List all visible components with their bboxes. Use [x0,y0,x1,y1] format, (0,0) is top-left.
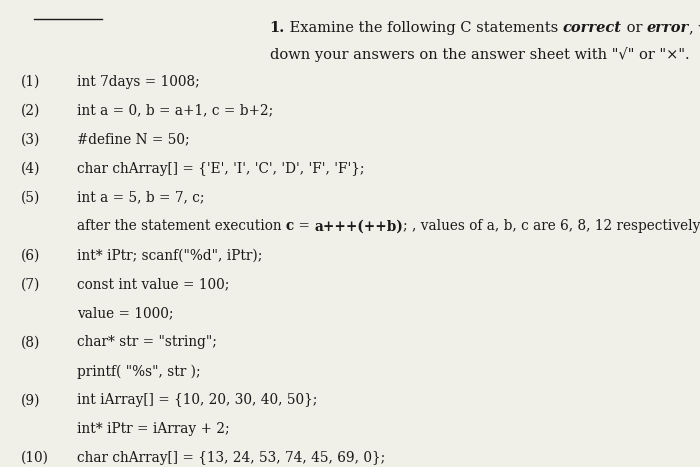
Text: after the statement execution: after the statement execution [77,219,286,234]
Text: value = 1000;: value = 1000; [77,306,174,320]
Text: correct: correct [563,21,622,35]
Text: (6): (6) [21,248,41,262]
Text: int a = 0, b = a+1, c = b+2;: int a = 0, b = a+1, c = b+2; [77,104,273,118]
Text: int a = 5, b = 7, c;: int a = 5, b = 7, c; [77,191,204,205]
Text: (3): (3) [21,133,41,147]
Text: int iArray[] = {10, 20, 30, 40, 50};: int iArray[] = {10, 20, 30, 40, 50}; [77,393,317,407]
Text: =: = [294,219,314,234]
Text: Examine the following C statements: Examine the following C statements [285,21,563,35]
Text: c: c [286,219,294,234]
Text: char chArray[] = {13, 24, 53, 74, 45, 69, 0};: char chArray[] = {13, 24, 53, 74, 45, 69… [77,451,385,465]
Text: char chArray[] = {'E', 'I', 'C', 'D', 'F', 'F'};: char chArray[] = {'E', 'I', 'C', 'D', 'F… [77,162,365,176]
Text: 1.: 1. [270,21,285,35]
Text: char* str = "string";: char* str = "string"; [77,335,217,349]
Text: or: or [622,21,647,35]
Text: a+++(++b): a+++(++b) [314,219,403,234]
Text: , write: , write [689,21,700,35]
Text: (5): (5) [21,191,41,205]
Text: printf( "%s", str );: printf( "%s", str ); [77,364,201,379]
Text: int 7days = 1008;: int 7days = 1008; [77,75,200,89]
Text: (7): (7) [21,277,41,291]
Text: (10): (10) [21,451,49,465]
Text: error: error [647,21,689,35]
Text: int* iPtr = iArray + 2;: int* iPtr = iArray + 2; [77,422,230,436]
Text: down your answers on the answer sheet with "√" or "×".: down your answers on the answer sheet wi… [270,47,689,62]
Text: int* iPtr; scanf("%d", iPtr);: int* iPtr; scanf("%d", iPtr); [77,248,262,262]
Text: (1): (1) [21,75,41,89]
Text: #define N = 50;: #define N = 50; [77,133,190,147]
Text: (8): (8) [21,335,41,349]
Text: (9): (9) [21,393,41,407]
Text: (2): (2) [21,104,41,118]
Text: const int value = 100;: const int value = 100; [77,277,230,291]
Text: ; , values of a, b, c are 6, 8, 12 respectively.: ; , values of a, b, c are 6, 8, 12 respe… [403,219,700,234]
Text: (4): (4) [21,162,41,176]
